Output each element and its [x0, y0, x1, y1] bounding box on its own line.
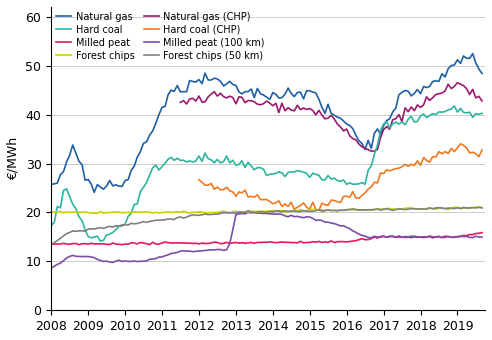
Line: Milled peat: Milled peat	[51, 233, 482, 245]
Line: Forest chips (50 km): Forest chips (50 km)	[51, 207, 482, 244]
Y-axis label: €/MWh: €/MWh	[7, 137, 20, 180]
Line: Milled peat (100 km): Milled peat (100 km)	[51, 212, 482, 268]
Line: Hard coal (CHP): Hard coal (CHP)	[199, 144, 482, 210]
Line: Hard coal: Hard coal	[51, 106, 482, 241]
Line: Natural gas: Natural gas	[51, 54, 482, 192]
Line: Forest chips: Forest chips	[51, 207, 482, 214]
Line: Natural gas (CHP): Natural gas (CHP)	[181, 83, 482, 151]
Legend: Natural gas, Hard coal, Milled peat, Forest chips, Natural gas (CHP), Hard coal : Natural gas, Hard coal, Milled peat, For…	[56, 12, 265, 61]
